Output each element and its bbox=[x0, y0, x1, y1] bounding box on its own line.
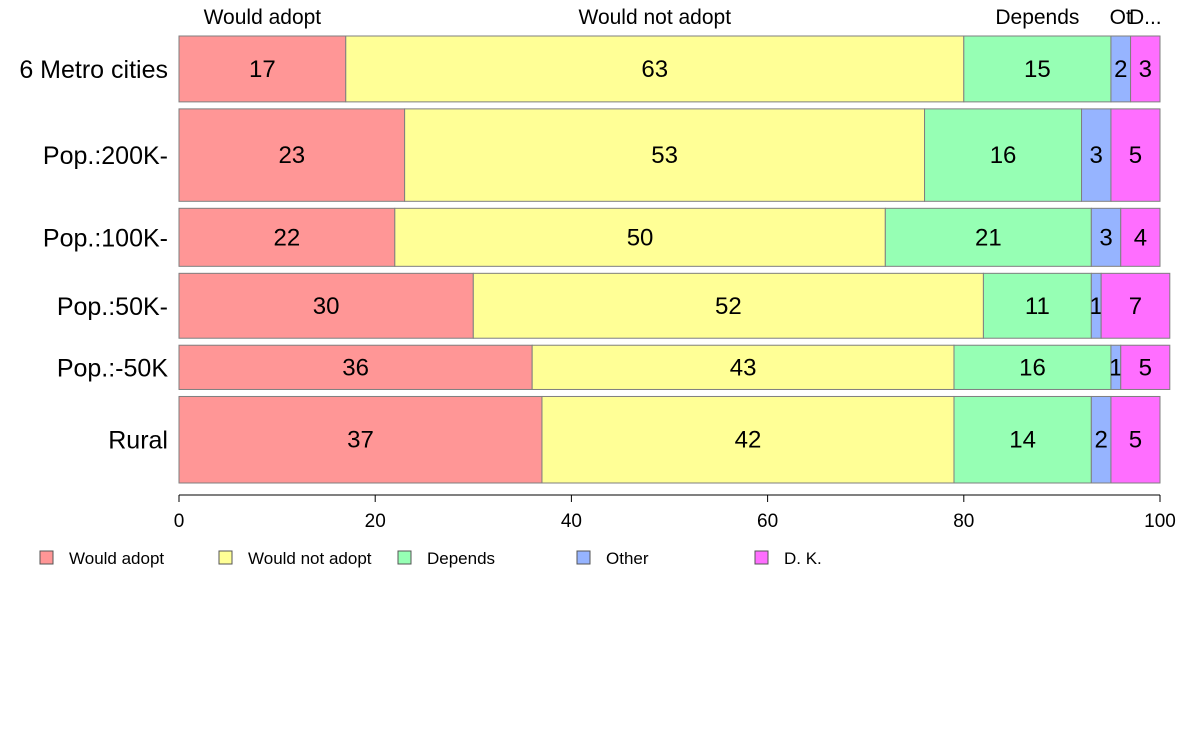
segment-value-label: 21 bbox=[975, 224, 1002, 251]
segment-value-label: 30 bbox=[313, 293, 340, 320]
bar-segment bbox=[178, 395, 543, 484]
segment-value-label: 50 bbox=[627, 224, 654, 251]
bar-segment bbox=[541, 395, 955, 484]
segment-value-label: 52 bbox=[715, 293, 742, 320]
bar-segment bbox=[472, 272, 984, 339]
segment-value-label: 43 bbox=[730, 354, 757, 381]
top-series-label: Depends bbox=[995, 6, 1079, 29]
x-tick-label: 60 bbox=[757, 511, 778, 532]
bar-segment bbox=[963, 35, 1112, 103]
bar-segment bbox=[1110, 395, 1161, 484]
bar-segment bbox=[1081, 108, 1112, 202]
segment-value-label: 37 bbox=[347, 427, 374, 454]
legend-swatch bbox=[218, 550, 233, 565]
x-tick-label: 100 bbox=[1144, 511, 1176, 532]
segment-value-label: 3 bbox=[1139, 56, 1152, 83]
segment-value-label: 63 bbox=[641, 56, 668, 83]
bar-segment bbox=[924, 108, 1083, 202]
segment-value-label: 53 bbox=[651, 142, 678, 169]
segment-value-label: 36 bbox=[342, 354, 369, 381]
bar-segment bbox=[178, 272, 474, 339]
segment-value-label: 7 bbox=[1129, 293, 1142, 320]
segment-value-label: 3 bbox=[1090, 142, 1103, 169]
bar-segment bbox=[1090, 207, 1122, 267]
segment-value-label: 5 bbox=[1129, 142, 1142, 169]
legend-swatch bbox=[754, 550, 769, 565]
bar-segment bbox=[953, 344, 1112, 390]
segment-value-label: 16 bbox=[990, 142, 1017, 169]
segment-value-label: 16 bbox=[1019, 354, 1046, 381]
bar-segment bbox=[1100, 272, 1171, 339]
legend-swatch bbox=[397, 550, 412, 565]
legend-swatch bbox=[39, 550, 54, 565]
legend-label: Other bbox=[606, 549, 649, 568]
bar-segment bbox=[982, 272, 1092, 339]
x-tick-label: 40 bbox=[561, 511, 582, 532]
x-tick-label: 0 bbox=[174, 511, 185, 532]
segment-value-label: 1 bbox=[1090, 293, 1103, 320]
top-series-label: Would not adopt bbox=[579, 6, 732, 29]
segment-value-label: 1 bbox=[1109, 354, 1122, 381]
category-label: 6 Metro cities bbox=[19, 56, 168, 84]
legend-label: D. K. bbox=[784, 549, 822, 568]
segment-value-label: 23 bbox=[278, 142, 305, 169]
legend-swatch bbox=[576, 550, 591, 565]
segment-value-label: 5 bbox=[1129, 427, 1142, 454]
category-label: Rural bbox=[108, 427, 168, 455]
segment-value-label: 3 bbox=[1099, 224, 1112, 251]
bar-segment bbox=[394, 207, 886, 267]
top-series-label: Would adopt bbox=[204, 6, 322, 29]
segment-value-label: 15 bbox=[1024, 56, 1051, 83]
bar-segment bbox=[178, 108, 406, 202]
bar-segment bbox=[884, 207, 1092, 267]
category-label: Pop.:50K- bbox=[57, 293, 168, 321]
bar-segment bbox=[178, 207, 396, 267]
bar-segment bbox=[178, 344, 533, 390]
top-series-label: Ot bbox=[1110, 6, 1132, 29]
bar-segment bbox=[531, 344, 955, 390]
segment-value-label: 22 bbox=[274, 224, 301, 251]
segment-value-label: 2 bbox=[1114, 56, 1127, 83]
bar-segment bbox=[953, 395, 1092, 484]
bar-segment bbox=[1120, 207, 1161, 267]
segment-value-label: 14 bbox=[1009, 427, 1036, 454]
x-tick-label: 80 bbox=[953, 511, 974, 532]
segment-value-label: 4 bbox=[1134, 224, 1147, 251]
bar-segment bbox=[1110, 108, 1161, 202]
legend-label: Would adopt bbox=[69, 549, 164, 568]
segment-value-label: 2 bbox=[1094, 427, 1107, 454]
bar-segment bbox=[345, 35, 965, 103]
bar-segment bbox=[1130, 35, 1161, 103]
bar-segment bbox=[404, 108, 926, 202]
segment-value-label: 42 bbox=[735, 427, 762, 454]
category-label: Pop.:200K- bbox=[43, 142, 168, 170]
x-tick-label: 20 bbox=[365, 511, 386, 532]
legend-label: Depends bbox=[427, 549, 495, 568]
legend-label: Would not adopt bbox=[248, 549, 372, 568]
bar-segment bbox=[178, 35, 347, 103]
category-label: Pop.:-50K bbox=[57, 354, 169, 382]
segment-value-label: 5 bbox=[1139, 354, 1152, 381]
bar-segment bbox=[1120, 344, 1171, 390]
segment-value-label: 17 bbox=[249, 56, 276, 83]
segment-value-label: 11 bbox=[1025, 293, 1050, 320]
category-label: Pop.:100K- bbox=[43, 224, 168, 252]
top-series-label: D... bbox=[1129, 6, 1162, 29]
